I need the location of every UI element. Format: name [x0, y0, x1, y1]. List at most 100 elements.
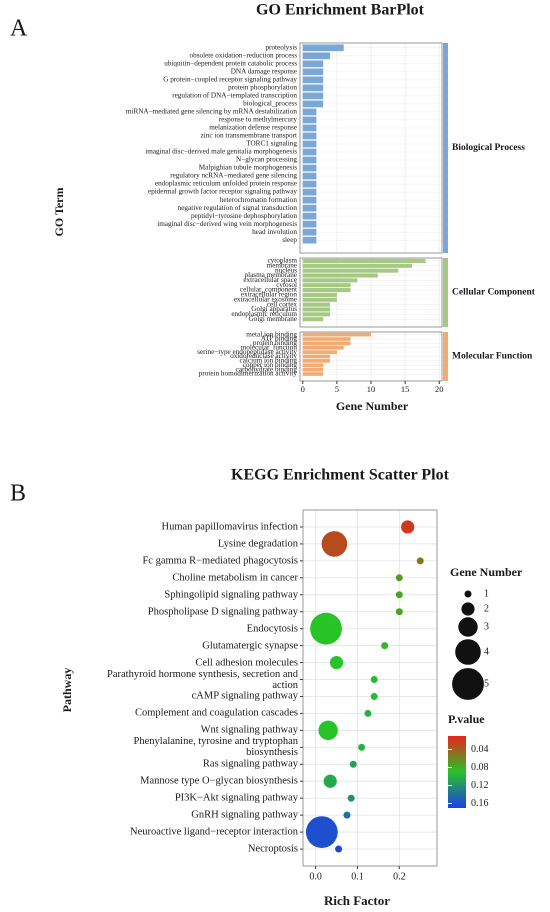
y-tick-label: cytoplasm — [267, 257, 297, 265]
y-tick-label: calcium ion binding — [240, 357, 298, 365]
facet-label: Molecular Function — [452, 352, 533, 362]
bar — [302, 236, 317, 244]
y-tick-label: Mannose type O−glycan biosynthesis — [140, 775, 298, 787]
bar — [302, 148, 317, 156]
y-tick-label: endoplasmic reticulum — [231, 310, 297, 318]
panel-background — [303, 510, 437, 866]
bar — [302, 164, 317, 172]
bar — [302, 156, 317, 164]
point — [318, 720, 338, 741]
bar — [302, 367, 324, 372]
y-tick-label: head involution — [252, 228, 297, 236]
bar — [302, 307, 331, 312]
panel-border — [299, 42, 443, 254]
y-tick-label: imaginal disc−derived wing vein morphoge… — [157, 220, 297, 228]
bar — [302, 332, 371, 337]
bar — [302, 132, 317, 140]
bar — [302, 372, 324, 376]
y-tick-label: protein homodimerization activity — [199, 370, 298, 378]
legend-symbol — [452, 668, 484, 700]
y-tick-label: response to methylmercury — [219, 116, 298, 124]
facet-strip — [443, 332, 448, 381]
y-tick-label: DNA damage response — [231, 68, 297, 76]
y-tick-label: proteolysis — [265, 43, 297, 51]
legend-label: 2 — [484, 603, 489, 614]
y-tick-label: biological_process — [243, 100, 297, 108]
x-tick-label: 10 — [367, 384, 376, 394]
bar — [302, 92, 324, 100]
x-tick-label: 0 — [301, 384, 305, 394]
point — [395, 574, 403, 582]
y-tick-label: serine−type endopeptidase activity — [197, 348, 297, 356]
y-tick-label: Glutamatergic synapse — [202, 640, 298, 652]
point — [416, 557, 424, 565]
x-tick-label: 0.0 — [309, 871, 322, 882]
y-tick-label: TORC1 signaling — [246, 140, 297, 148]
y-tick-label: protein phosphorylation — [228, 84, 297, 92]
y-tick-label: Neuroactive ligand−receptor interaction — [129, 826, 298, 838]
x-axis-label: Gene Number — [336, 399, 409, 413]
y-tick-label: obsolete oxidation−reduction process — [190, 51, 298, 59]
bar — [302, 204, 317, 212]
y-axis-label: Pathway — [60, 668, 74, 713]
colorbar-label: 0.12 — [471, 780, 489, 791]
y-tick-label: Cell adhesion molecules — [195, 657, 298, 669]
facet-label: Cellular Component — [452, 288, 536, 298]
bar — [302, 44, 344, 52]
facet-strip — [443, 43, 448, 253]
bar — [302, 196, 317, 204]
y-tick-label: Necroptosis — [247, 843, 298, 855]
y-tick-label: plasma membrane — [245, 271, 298, 279]
y-tick-label: Parathyroid hormone synthesis, secretion… — [107, 668, 298, 691]
point — [349, 760, 357, 768]
bar — [302, 312, 331, 317]
bar — [302, 283, 351, 288]
point — [347, 794, 355, 802]
bar — [302, 258, 426, 263]
x-tick-label: 15 — [401, 384, 410, 394]
legend-title: P.value — [448, 712, 485, 726]
bar — [302, 140, 317, 148]
point — [358, 743, 366, 751]
y-tick-label: Malpighian tubule morphogenesis — [199, 164, 297, 172]
y-tick-label: Complement and coagulation cascades — [135, 707, 298, 719]
facet-label: Biological Process — [452, 143, 525, 153]
y-tick-label: Golgi apparatus — [251, 305, 297, 313]
point — [395, 591, 403, 599]
y-tick-label: epidermal growth factor receptor signali… — [148, 188, 297, 196]
point — [395, 608, 403, 616]
y-tick-label: membrane — [267, 261, 297, 269]
point — [370, 676, 378, 684]
y-tick-label: extracellular space — [243, 276, 297, 284]
bar — [302, 337, 351, 341]
bar — [302, 273, 378, 278]
panel-label: B — [10, 481, 26, 507]
colorbar-label: 0.08 — [471, 762, 489, 773]
bar — [302, 317, 324, 322]
bar — [302, 292, 337, 297]
bar — [302, 354, 331, 359]
y-tick-label: Lysine degradation — [217, 538, 298, 550]
point — [305, 816, 338, 848]
y-tick-label: Phenylalanine, tyrosine and tryptophan b… — [133, 736, 298, 759]
y-tick-label: Phospholipase D signaling pathway — [147, 606, 298, 618]
panel-border — [299, 257, 443, 328]
chart-title: KEGG Enrichment Scatter Plot — [231, 467, 450, 484]
point — [310, 612, 342, 645]
y-tick-label: endoplasmic reticulum unfolded protein r… — [155, 180, 297, 188]
bar — [302, 172, 317, 180]
point — [335, 845, 343, 853]
y-tick-label: peptidyl−tyrosine dephosphorylation — [191, 212, 297, 220]
bar — [302, 363, 324, 368]
y-tick-label: Fc gamma R−mediated phagocytosis — [142, 555, 298, 567]
y-axis-label: GO Term — [52, 187, 66, 236]
bar — [302, 288, 351, 293]
y-tick-label: imaginal disc−derived male genitalia mor… — [145, 148, 297, 156]
bar — [302, 116, 317, 124]
y-tick-label: Ras signaling pathway — [202, 758, 298, 770]
y-tick-label: N−glycan processing — [236, 156, 297, 164]
colorbar — [448, 736, 466, 808]
bar — [302, 268, 399, 273]
